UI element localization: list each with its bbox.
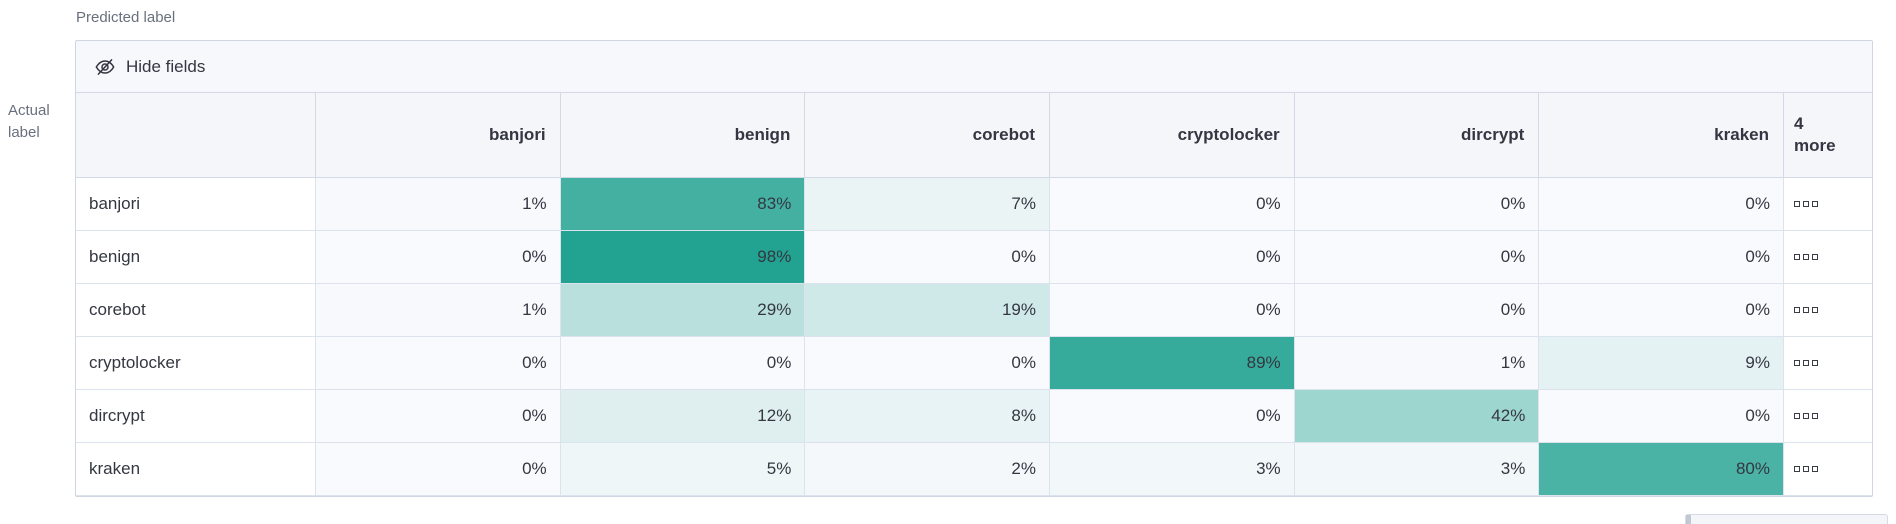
- matrix-cell-banjori-banjori: 1%: [316, 178, 561, 231]
- matrix-cell-cryptolocker-banjori: 0%: [316, 337, 561, 390]
- matrix-cell-benign-cryptolocker: 0%: [1050, 231, 1295, 284]
- matrix-cell-cryptolocker-dircrypt: 1%: [1294, 337, 1540, 390]
- boxes-horizontal-icon: [1794, 307, 1818, 313]
- matrix-cell-corebot-banjori: 1%: [316, 284, 561, 337]
- hide-fields-label: Hide fields: [126, 56, 206, 76]
- matrix-cell-banjori-cryptolocker: 0%: [1050, 178, 1295, 231]
- row-label-kraken: kraken: [76, 443, 316, 496]
- matrix-cell-banjori-dircrypt: 0%: [1294, 178, 1540, 231]
- matrix-cell-corebot-dircrypt: 0%: [1294, 284, 1540, 337]
- matrix-cell-benign-corebot: 0%: [805, 231, 1050, 284]
- matrix-cell-benign-kraken: 0%: [1539, 231, 1784, 284]
- row-label-corebot: corebot: [76, 284, 316, 337]
- boxes-horizontal-icon: [1794, 254, 1818, 260]
- matrix-cell-cryptolocker-kraken: 9%: [1539, 337, 1784, 390]
- horizontal-scrollbar[interactable]: [1685, 514, 1888, 524]
- column-header-benign: benign: [560, 93, 806, 178]
- more-cell-kraken[interactable]: [1784, 443, 1872, 496]
- matrix-cell-kraken-corebot: 2%: [805, 443, 1050, 496]
- matrix-cell-cryptolocker-cryptolocker: 89%: [1050, 337, 1295, 390]
- hide-fields-button[interactable]: Hide fields: [76, 41, 1872, 93]
- row-label-dircrypt: dircrypt: [76, 390, 316, 443]
- matrix-cell-cryptolocker-benign: 0%: [560, 337, 806, 390]
- more-cell-dircrypt[interactable]: [1784, 390, 1872, 443]
- matrix-cell-banjori-benign: 83%: [560, 178, 806, 231]
- matrix-cell-kraken-cryptolocker: 3%: [1050, 443, 1295, 496]
- row-label-cryptolocker: cryptolocker: [76, 337, 316, 390]
- matrix-cell-corebot-benign: 29%: [560, 284, 806, 337]
- matrix-cell-dircrypt-corebot: 8%: [805, 390, 1050, 443]
- boxes-horizontal-icon: [1794, 413, 1818, 419]
- matrix-cell-corebot-corebot: 19%: [805, 284, 1050, 337]
- matrix-cell-benign-dircrypt: 0%: [1294, 231, 1540, 284]
- matrix-cell-benign-banjori: 0%: [316, 231, 561, 284]
- matrix-cell-kraken-kraken: 80%: [1539, 443, 1784, 496]
- matrix-cell-corebot-kraken: 0%: [1539, 284, 1784, 337]
- column-header-cryptolocker: cryptolocker: [1050, 93, 1295, 178]
- more-columns-header-label: 4 more: [1794, 114, 1836, 155]
- matrix-corner-cell: [76, 93, 316, 178]
- actual-axis-label: Actual label: [8, 100, 66, 144]
- column-header-kraken: kraken: [1539, 93, 1784, 178]
- matrix-cell-dircrypt-kraken: 0%: [1539, 390, 1784, 443]
- matrix-cell-kraken-benign: 5%: [560, 443, 806, 496]
- confusion-matrix-panel: Hide fields banjori benign corebot cryptolo…: [75, 40, 1873, 497]
- column-header-dircrypt: dircrypt: [1294, 93, 1540, 178]
- matrix-cell-kraken-banjori: 0%: [316, 443, 561, 496]
- boxes-horizontal-icon: [1794, 360, 1818, 366]
- confusion-matrix-grid: banjori benign corebot cryptolocker dircrypt…: [76, 93, 1872, 496]
- row-label-banjori: banjori: [76, 178, 316, 231]
- more-columns-header[interactable]: 4 more: [1784, 93, 1872, 178]
- matrix-cell-dircrypt-dircrypt: 42%: [1294, 390, 1540, 443]
- scrollbar-thumb[interactable]: [1686, 515, 1691, 524]
- matrix-cell-kraken-dircrypt: 3%: [1294, 443, 1540, 496]
- more-cell-benign[interactable]: [1784, 231, 1872, 284]
- eye-closed-icon: [94, 56, 116, 78]
- matrix-cell-cryptolocker-corebot: 0%: [805, 337, 1050, 390]
- actual-axis-label-line2: label: [8, 124, 40, 141]
- matrix-cell-banjori-corebot: 7%: [805, 178, 1050, 231]
- column-header-banjori: banjori: [316, 93, 561, 178]
- boxes-horizontal-icon: [1794, 201, 1818, 207]
- matrix-cell-dircrypt-benign: 12%: [560, 390, 806, 443]
- more-cell-banjori[interactable]: [1784, 178, 1872, 231]
- actual-axis-label-line1: Actual: [8, 102, 50, 119]
- matrix-cell-dircrypt-cryptolocker: 0%: [1050, 390, 1295, 443]
- more-cell-corebot[interactable]: [1784, 284, 1872, 337]
- more-cell-cryptolocker[interactable]: [1784, 337, 1872, 390]
- matrix-cell-dircrypt-banjori: 0%: [316, 390, 561, 443]
- matrix-cell-banjori-kraken: 0%: [1539, 178, 1784, 231]
- column-header-corebot: corebot: [805, 93, 1050, 178]
- matrix-cell-benign-benign: 98%: [560, 231, 806, 284]
- predicted-axis-label: Predicted label: [76, 9, 176, 26]
- boxes-horizontal-icon: [1794, 466, 1818, 472]
- row-label-benign: benign: [76, 231, 316, 284]
- matrix-cell-corebot-cryptolocker: 0%: [1050, 284, 1295, 337]
